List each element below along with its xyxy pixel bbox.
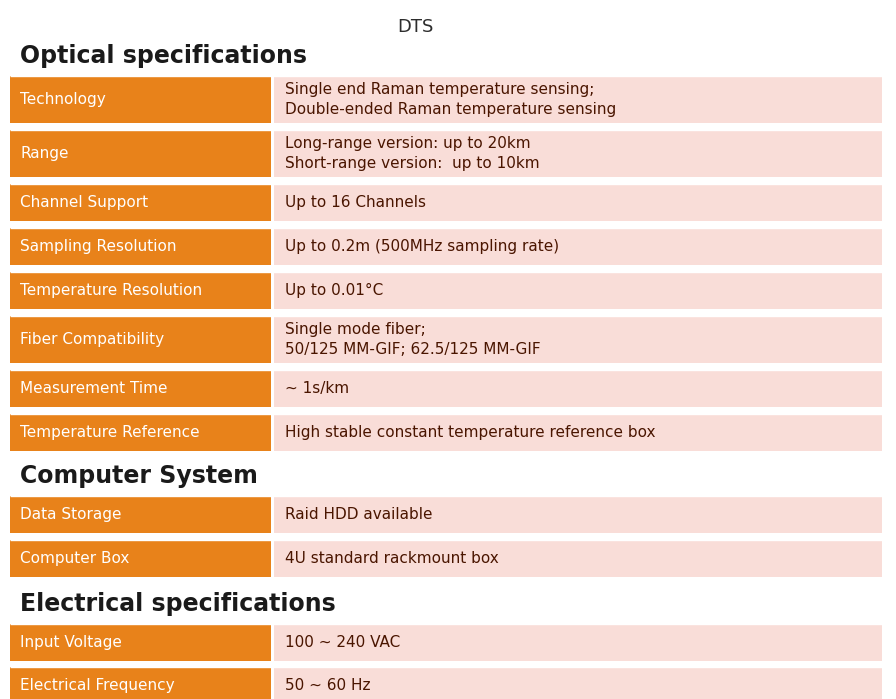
Bar (10, 130, 271, 177)
Text: Computer System: Computer System (20, 464, 258, 488)
Text: Input Voltage: Input Voltage (20, 635, 122, 650)
Text: 4U standard rackmount box: 4U standard rackmount box (285, 551, 499, 566)
Text: Electrical Frequency: Electrical Frequency (20, 678, 175, 693)
Bar (10, 228, 271, 265)
Text: Up to 0.2m (500MHz sampling rate): Up to 0.2m (500MHz sampling rate) (285, 239, 559, 254)
Text: Temperature Resolution: Temperature Resolution (20, 283, 202, 298)
Text: Measurement Time: Measurement Time (20, 381, 168, 396)
Text: Channel Support: Channel Support (20, 195, 148, 210)
Text: Data Storage: Data Storage (20, 507, 122, 522)
Text: High stable constant temperature reference box: High stable constant temperature referen… (285, 425, 656, 440)
Text: DTS: DTS (397, 18, 433, 36)
Text: Up to 0.01°C: Up to 0.01°C (285, 283, 383, 298)
Bar (274, 76, 882, 123)
Text: Electrical specifications: Electrical specifications (20, 592, 336, 616)
Bar (274, 496, 882, 533)
Bar (10, 184, 271, 221)
Bar (274, 624, 882, 661)
Bar (10, 496, 271, 533)
Text: Optical specifications: Optical specifications (20, 44, 307, 68)
Text: Fiber Compatibility: Fiber Compatibility (20, 332, 164, 347)
Text: ~ 1s/km: ~ 1s/km (285, 381, 349, 396)
Text: Up to 16 Channels: Up to 16 Channels (285, 195, 426, 210)
Bar (10, 414, 271, 451)
Text: Computer Box: Computer Box (20, 551, 129, 566)
Bar (274, 540, 882, 577)
Text: Technology: Technology (20, 92, 106, 107)
Text: Raid HDD available: Raid HDD available (285, 507, 433, 522)
Text: Sampling Resolution: Sampling Resolution (20, 239, 177, 254)
Text: Long-range version: up to 20km
Short-range version:  up to 10km: Long-range version: up to 20km Short-ran… (285, 136, 539, 171)
Text: 50 ~ 60 Hz: 50 ~ 60 Hz (285, 678, 371, 693)
Bar (274, 228, 882, 265)
Text: 100 ~ 240 VAC: 100 ~ 240 VAC (285, 635, 401, 650)
Text: Range: Range (20, 146, 68, 161)
Text: Temperature Reference: Temperature Reference (20, 425, 200, 440)
Bar (274, 667, 882, 699)
Text: Single end Raman temperature sensing;
Double-ended Raman temperature sensing: Single end Raman temperature sensing; Do… (285, 82, 616, 117)
Bar (10, 316, 271, 363)
Bar (274, 414, 882, 451)
Bar (10, 272, 271, 309)
Bar (274, 272, 882, 309)
Bar (274, 184, 882, 221)
Bar (10, 540, 271, 577)
Bar (274, 130, 882, 177)
Text: Single mode fiber;
50/125 MM-GIF; 62.5/125 MM-GIF: Single mode fiber; 50/125 MM-GIF; 62.5/1… (285, 322, 540, 357)
Bar (274, 316, 882, 363)
Bar (10, 76, 271, 123)
Bar (274, 370, 882, 407)
Bar (10, 624, 271, 661)
Bar (10, 667, 271, 699)
Bar (10, 370, 271, 407)
